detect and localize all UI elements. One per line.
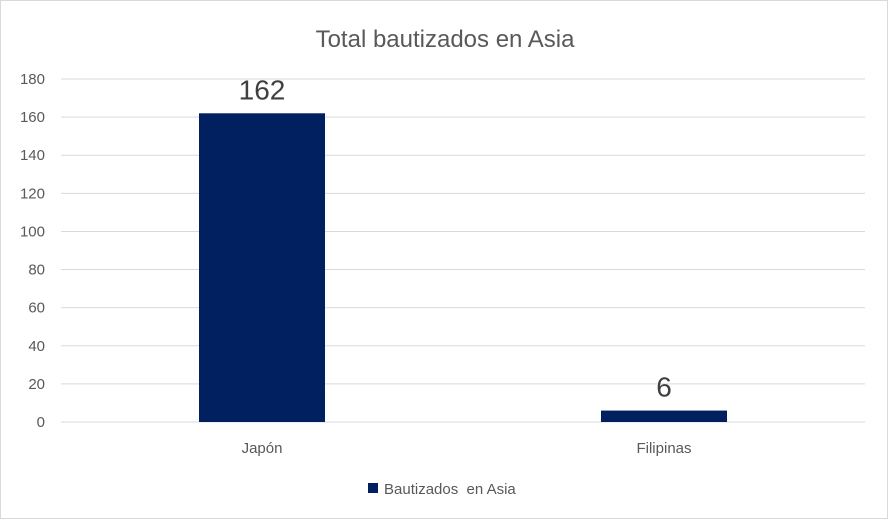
y-tick-label: 20 xyxy=(28,376,45,393)
data-label: 162 xyxy=(239,74,286,105)
x-category-label: Filipinas xyxy=(636,440,691,457)
y-axis-ticks: 0 20 40 60 80 100 120 140 160 180 xyxy=(20,71,45,431)
y-tick-label: 160 xyxy=(20,109,45,126)
y-tick-label: 40 xyxy=(28,338,45,355)
bar-japon xyxy=(199,113,325,423)
x-category-label: Japón xyxy=(242,440,283,457)
x-axis-categories: Japón Filipinas xyxy=(242,440,692,457)
data-label: 6 xyxy=(656,372,672,403)
legend-label: Bautizados en Asia xyxy=(384,481,516,498)
y-tick-label: 120 xyxy=(20,185,45,202)
legend-swatch xyxy=(368,483,378,493)
y-tick-label: 180 xyxy=(20,71,45,88)
y-tick-label: 60 xyxy=(28,300,45,317)
y-tick-label: 0 xyxy=(37,414,45,431)
bars xyxy=(199,113,727,423)
y-tick-label: 80 xyxy=(28,262,45,279)
chart-title: Total bautizados en Asia xyxy=(316,26,575,53)
legend: Bautizados en Asia xyxy=(368,481,516,498)
y-tick-label: 140 xyxy=(20,147,45,164)
y-tick-label: 100 xyxy=(20,223,45,240)
gridlines xyxy=(61,78,865,423)
bar-filipinas xyxy=(601,410,727,422)
